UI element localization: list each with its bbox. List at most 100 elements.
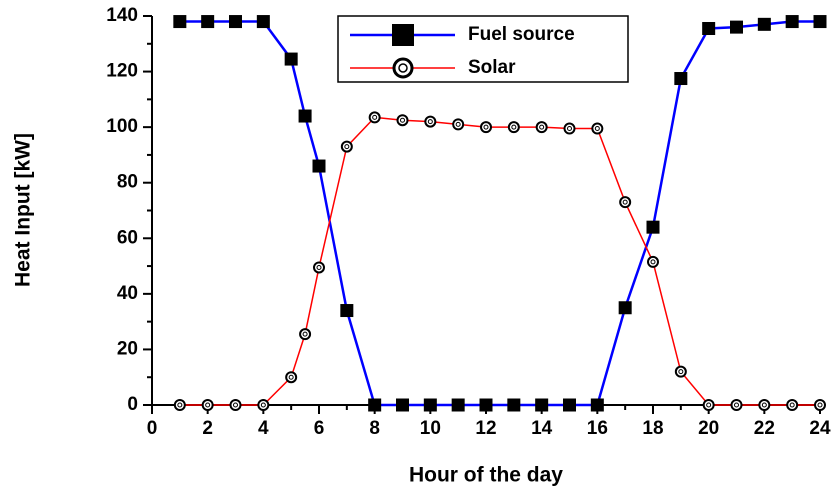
marker <box>730 20 743 34</box>
marker <box>647 255 659 268</box>
marker-inner <box>650 259 656 265</box>
y-tick-label: 40 <box>117 283 138 304</box>
marker <box>313 261 325 274</box>
marker <box>619 196 632 209</box>
marker <box>813 15 827 29</box>
marker-inner <box>427 119 433 125</box>
legend-box <box>337 15 629 83</box>
legend-marker <box>392 24 414 46</box>
marker-inner <box>302 331 308 337</box>
marker <box>674 365 687 378</box>
x-tick-label: 14 <box>531 418 553 439</box>
marker <box>451 398 465 412</box>
marker <box>452 118 465 131</box>
marker <box>201 15 215 29</box>
marker <box>507 398 521 412</box>
marker <box>257 399 270 411</box>
legend-marker-inner <box>398 63 408 73</box>
y-tick-label: 100 <box>106 116 138 137</box>
legend-label: Fuel source <box>468 24 575 45</box>
marker <box>507 121 520 134</box>
marker-inner <box>455 121 461 127</box>
x-tick-label: 18 <box>642 418 663 439</box>
x-tick-label: 12 <box>475 418 496 439</box>
y-tick-label: 140 <box>106 5 138 26</box>
marker-inner <box>483 124 489 130</box>
x-tick-label: 6 <box>314 418 325 439</box>
x-axis-title: Hour of the day <box>409 464 563 487</box>
marker <box>424 115 437 128</box>
marker <box>312 159 326 173</box>
marker <box>396 398 409 412</box>
marker <box>535 398 549 412</box>
marker <box>299 328 312 341</box>
marker-inner <box>539 124 545 130</box>
marker <box>758 399 771 411</box>
marker <box>702 399 715 411</box>
marker <box>563 398 576 412</box>
marker <box>396 114 409 127</box>
marker <box>173 399 186 411</box>
marker <box>480 121 492 134</box>
marker <box>340 304 354 318</box>
marker <box>229 399 242 411</box>
marker-inner <box>706 402 712 408</box>
x-tick-label: 2 <box>202 418 213 439</box>
y-axis-title: Heat Input [kW] <box>12 133 35 287</box>
marker-inner <box>594 126 600 132</box>
marker-inner <box>761 402 767 408</box>
marker <box>563 122 576 135</box>
marker <box>674 72 688 86</box>
marker <box>786 399 799 411</box>
marker <box>229 15 242 29</box>
marker <box>285 371 298 384</box>
x-tick-label: 20 <box>698 418 719 439</box>
x-tick-label: 16 <box>587 418 608 439</box>
x-tick-label: 24 <box>809 418 831 439</box>
marker-inner <box>567 126 572 132</box>
y-tick-label: 0 <box>127 394 138 415</box>
series-line <box>179 116 820 406</box>
marker-inner <box>260 402 266 408</box>
marker-inner <box>511 124 517 130</box>
x-tick-label: 0 <box>147 418 158 439</box>
marker <box>785 15 799 29</box>
legend-label: Solar <box>468 57 516 78</box>
legend-marker <box>392 57 414 79</box>
x-tick-label: 10 <box>420 418 441 439</box>
marker-inner <box>400 117 405 123</box>
x-tick-label: 22 <box>754 418 775 439</box>
marker-inner <box>316 264 322 270</box>
marker <box>618 301 632 315</box>
marker <box>284 52 298 66</box>
y-tick-label: 120 <box>106 61 138 82</box>
marker <box>646 220 660 234</box>
marker-inner <box>288 374 294 380</box>
marker-inner <box>233 402 238 408</box>
marker <box>479 398 493 412</box>
marker-inner <box>817 402 823 408</box>
x-tick-label: 8 <box>369 418 380 439</box>
marker <box>590 398 604 412</box>
marker <box>173 15 187 29</box>
y-tick-label: 80 <box>117 172 138 193</box>
marker <box>340 140 353 153</box>
marker-inner <box>205 402 211 408</box>
marker <box>591 122 604 135</box>
marker-inner <box>734 402 739 408</box>
marker <box>814 399 826 411</box>
marker <box>730 399 743 411</box>
marker <box>757 17 771 31</box>
marker <box>535 121 548 134</box>
y-tick-label: 60 <box>117 227 138 248</box>
marker <box>368 111 381 124</box>
marker <box>423 398 437 412</box>
marker <box>368 398 382 412</box>
marker <box>298 109 312 123</box>
marker-inner <box>177 402 183 408</box>
marker-inner <box>678 369 684 375</box>
marker-inner <box>372 114 378 120</box>
x-tick-label: 4 <box>258 418 269 439</box>
